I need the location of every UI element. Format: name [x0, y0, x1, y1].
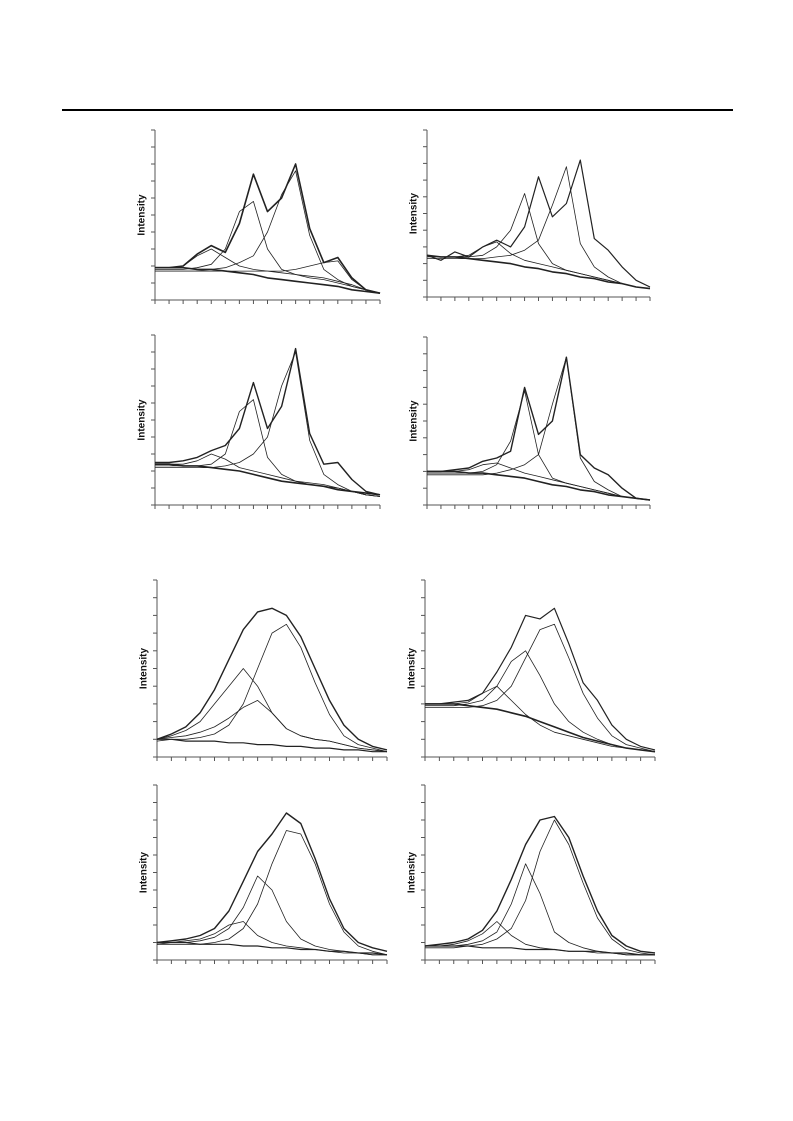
spectrum-curve: [157, 921, 387, 956]
spectrum-curve: [155, 347, 381, 496]
spectrum-curve: [427, 166, 651, 289]
spectrum-curve: [426, 254, 651, 290]
spectrum-curve: [156, 812, 388, 952]
spectrum-curve: [156, 623, 388, 753]
spectrum-curve: [155, 399, 381, 497]
spectrum-curve: [425, 607, 656, 751]
spectrum-curve: [157, 738, 387, 753]
spectrum-curve: [427, 470, 651, 501]
spectrum-curve: [427, 356, 651, 501]
spectrum-curve: [427, 193, 651, 289]
spectrum-curve: [155, 201, 381, 294]
spectrum-curve: [424, 815, 656, 954]
spectrum-curve: [425, 819, 656, 956]
spectrum-curve: [426, 159, 651, 288]
y-axis-label: Intensity: [409, 193, 420, 235]
spectrum-curve: [425, 703, 656, 753]
spectrum-curve: [155, 463, 381, 496]
spectrum-curve: [155, 170, 381, 294]
spectrum-curve: [427, 356, 651, 501]
spectrum-curve: [155, 351, 381, 497]
y-axis-label: Intensity: [139, 648, 150, 690]
y-axis-label: Intensity: [137, 194, 148, 236]
y-axis-label: Intensity: [407, 648, 418, 690]
spectrum-curve: [156, 607, 388, 751]
spectrum-curve: [155, 266, 381, 294]
spectrum-curve: [157, 941, 388, 956]
spectrum-curve: [156, 668, 388, 753]
y-axis-label: Intensity: [407, 852, 418, 894]
spectrum-curve: [426, 241, 651, 289]
spectrum-curve: [155, 163, 381, 294]
spectrum-curve: [155, 260, 381, 294]
spectrum-curve: [425, 945, 655, 956]
spectrum-curve: [425, 623, 656, 753]
spectrum-curve: [156, 700, 388, 753]
y-axis-label: Intensity: [137, 399, 148, 441]
y-axis-label: Intensity: [139, 852, 150, 894]
y-axis-label: Intensity: [409, 400, 420, 442]
spectrum-curve: [425, 685, 656, 753]
